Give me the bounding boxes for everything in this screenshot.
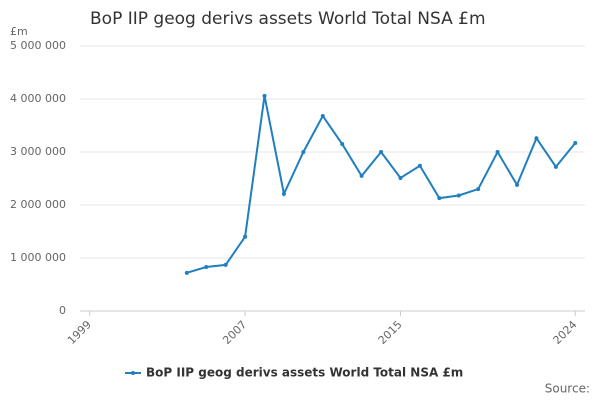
point <box>476 187 481 192</box>
point <box>437 196 442 201</box>
point <box>398 175 403 180</box>
point <box>553 164 558 169</box>
point <box>379 150 384 154</box>
point <box>301 150 306 154</box>
legend-label: BoP IIP geog derivs assets World Total N… <box>146 366 463 380</box>
x-tick-label: 2024 <box>551 318 580 347</box>
point <box>262 93 267 98</box>
chart-title: BoP IIP geog derivs assets World Total N… <box>90 9 486 29</box>
point <box>320 113 325 118</box>
point <box>243 234 248 239</box>
point <box>359 173 364 178</box>
x-tick-label: 2015 <box>376 318 405 347</box>
y-tick-label: 0 <box>59 304 66 317</box>
source: Source: <box>545 382 590 396</box>
point <box>204 265 209 270</box>
point <box>456 193 461 198</box>
y-axis-label: £m <box>10 25 28 38</box>
y-tick-label: 3 000 000 <box>10 145 66 158</box>
y-tick-label: 5 000 000 <box>10 39 66 52</box>
point <box>534 136 539 141</box>
x-tick-label: 2007 <box>220 318 249 347</box>
y-tick-label: 1 000 000 <box>10 251 66 264</box>
point <box>223 262 228 267</box>
point <box>184 270 189 275</box>
legend-marker <box>131 371 135 375</box>
point <box>573 140 578 145</box>
point <box>495 150 500 154</box>
y-tick-label: 2 000 000 <box>10 198 66 211</box>
x-tick-label: 1999 <box>65 318 94 347</box>
y-tick-label: 4 000 000 <box>10 92 66 105</box>
point <box>340 142 345 147</box>
point <box>515 182 520 187</box>
point <box>281 191 286 196</box>
point <box>417 163 422 168</box>
